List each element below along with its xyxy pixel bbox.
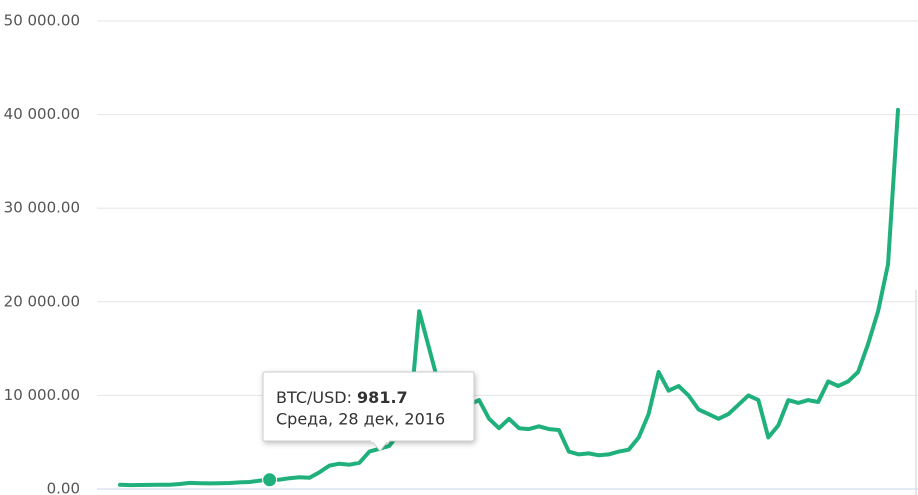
tooltip-date: Среда, 28 дек, 2016 bbox=[276, 410, 445, 429]
tooltip-pointer-cover bbox=[371, 439, 389, 442]
price-line bbox=[118, 107, 900, 488]
grid: 0.00 10 000.00 20 000.00 30 000.00 40 000.00… bbox=[4, 12, 918, 495]
tooltip-value: 981.7 bbox=[357, 388, 408, 407]
y-tick-label: 40 000.00 bbox=[4, 105, 80, 123]
tooltip-line: BTC/USD: 981.7 bbox=[276, 388, 408, 407]
plot bbox=[118, 107, 900, 488]
y-tick-label: 0.00 bbox=[47, 480, 80, 495]
y-tick-label: 20 000.00 bbox=[4, 292, 80, 310]
tooltip: BTC/USD: 981.7 Среда, 28 дек, 2016 bbox=[262, 371, 475, 452]
y-tick-label: 10 000.00 bbox=[4, 386, 80, 404]
tooltip-label: BTC/USD: bbox=[276, 388, 352, 407]
y-tick-label: 30 000.00 bbox=[4, 199, 80, 217]
y-tick-label: 50 000.00 bbox=[4, 12, 80, 30]
tooltip-box bbox=[262, 371, 475, 442]
hover-marker bbox=[262, 472, 278, 488]
